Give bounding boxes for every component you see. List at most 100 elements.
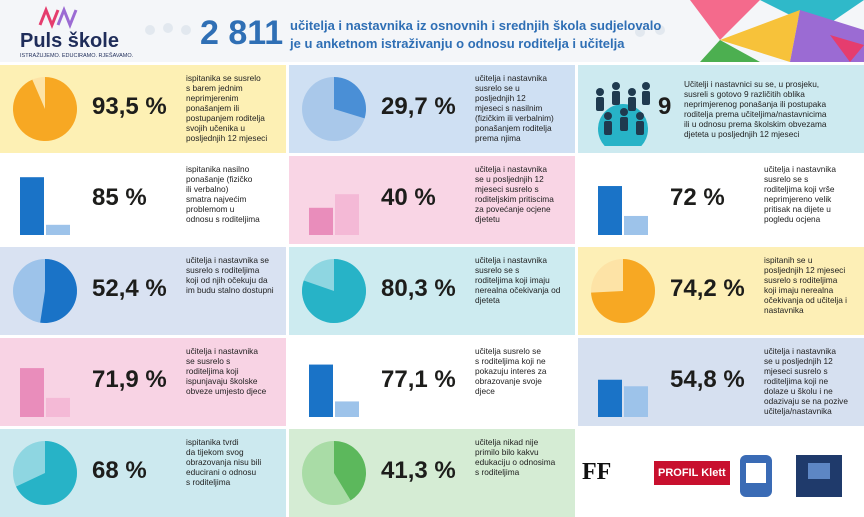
person-head <box>620 108 628 116</box>
person-head <box>636 112 644 120</box>
headline-line: učitelja i nastavnika iz osnovnih i sred… <box>290 18 662 33</box>
stat-cell: 77,1 % učitelja susrelo se s roditeljima k… <box>289 338 575 426</box>
description-line: roditelja prema učiteljima/nastavnicima <box>684 109 827 119</box>
description-line: djeteta <box>475 295 500 305</box>
description-line: djeteta u posljednjih 12 mjeseci <box>684 129 800 139</box>
description-line: se susrelo s <box>186 356 231 366</box>
description-line: educirani o odnosu <box>186 467 257 477</box>
stat-cell: 74,2 % ispitanih se u posljednjih 12 mjese… <box>578 247 864 335</box>
stat-cell: 52,4 % učitelja i nastavnika se susrelo s … <box>0 247 286 335</box>
description-line: problemom u <box>186 204 235 214</box>
mini-chart <box>596 82 650 146</box>
logo-text: Klett <box>701 467 726 479</box>
description-line: učitelja i nastavnika se <box>186 255 270 265</box>
logo-profil: PROFIL Klett <box>654 461 730 485</box>
bar <box>309 364 333 417</box>
stat-description: učitelja i nastavnika se u posljednjih 12… <box>475 164 554 224</box>
description-line: očekivanja od učitelja i <box>764 295 848 305</box>
description-line: učitelja i nastavnika <box>764 164 836 174</box>
description-line: odnosu s roditeljima <box>186 214 260 224</box>
mini-chart <box>20 368 70 417</box>
headline-number: 2 811 <box>200 14 284 52</box>
stat-description: učitelja i nastavnika se susrelo s roditel… <box>186 346 266 396</box>
description-line: s barem jednim <box>186 83 243 93</box>
stat-cell: 9 Učitelji i nastavnici su se, u prosjeku… <box>578 65 864 153</box>
person-head <box>612 82 620 90</box>
description-line: pokazuju interes za <box>475 366 547 376</box>
description-line: dolaze u školu i ne <box>764 386 833 396</box>
description-line: ispitanika tvrdi <box>186 437 239 447</box>
description-line: prema njima <box>475 133 521 143</box>
stat-value: 80,3 % <box>381 275 456 302</box>
description-line: susreli s gotovo 9 različitih oblika <box>684 89 805 99</box>
stat-description: ispitanika nasilno ponašanje (fizičko ili … <box>186 164 260 224</box>
stat-description: učitelja nikad nije primilo bilo kakvu edu… <box>475 437 555 477</box>
description-line: ponašanje (fizičko <box>186 174 253 184</box>
description-line: obrazovanja nisu bili <box>186 457 262 467</box>
stat-description: ispitanih se u posljednjih 12 mjeseci susr… <box>764 255 847 315</box>
description-line: učitelja i nastavnika <box>475 73 547 83</box>
mini-chart <box>12 77 77 141</box>
person-body <box>620 117 628 131</box>
description-line: postupanjem roditelja <box>186 113 265 123</box>
logo-text: PROFIL <box>658 467 699 479</box>
description-line: pogledu ocjena <box>764 214 821 224</box>
headline-line: je u anketnom istraživanju o odnosu rodi… <box>290 36 625 51</box>
description-line: posljednjih 12 <box>475 93 526 103</box>
person-head <box>596 88 604 96</box>
pie-slice <box>334 77 366 119</box>
description-line: ponašanjem ili <box>186 103 240 113</box>
pie-slice <box>12 77 77 141</box>
description-line: neprimjerenog ponašanja ili postupaka <box>684 99 827 109</box>
description-line: ispitanih se u <box>764 255 813 265</box>
description-line: edukaciju o odnosima <box>475 457 556 467</box>
pie-slice <box>591 259 655 323</box>
person-body <box>604 121 612 135</box>
person-head <box>628 88 636 96</box>
mini-chart <box>309 194 359 235</box>
stat-description: ispitanika se susrelo s barem jednim nepri… <box>186 73 267 143</box>
stat-description: Učitelji i nastavnici su se, u prosjeku,… <box>684 79 827 139</box>
description-line: posljednjih 12 mjeseci <box>186 133 268 143</box>
description-line: posljednjih 12 mjeseci <box>764 265 846 275</box>
mini-chart <box>598 186 648 235</box>
description-line: obveze umjesto djece <box>186 386 267 396</box>
stat-cell: 68 % ispitanika tvrdi da tijekom svog obraz… <box>0 429 286 517</box>
mini-chart <box>20 177 70 235</box>
header-decor <box>38 0 864 62</box>
stat-value: 68 % <box>92 457 147 484</box>
description-line: učitelja nikad nije <box>475 437 539 447</box>
description-line: mjeseci susrelo s <box>475 184 539 194</box>
stat-cell: 93,5 % ispitanika se susrelo s barem jedni… <box>0 65 286 153</box>
description-line: učitelja i nastavnika <box>475 164 547 174</box>
description-line: mjeseci susrelo s <box>764 366 828 376</box>
description-line: mjeseci s nasilnim <box>475 103 543 113</box>
logo-mark <box>38 5 78 30</box>
description-line: susrelo s roditeljima <box>764 275 838 285</box>
description-line: se u posljednjih 12 <box>475 174 544 184</box>
header: Puls škole ISTRAŽUJEMO. EDUCIRAMO. RJEŠA… <box>0 0 864 62</box>
pie-slice <box>40 259 77 323</box>
bar <box>20 368 44 417</box>
stat-cell: 40 % učitelja i nastavnika se u posljednji… <box>289 156 575 244</box>
stat-value: 77,1 % <box>381 366 456 393</box>
person-head <box>604 112 612 120</box>
bar <box>598 379 622 417</box>
stat-value: 72 % <box>670 184 725 211</box>
description-line: djetetu <box>475 214 500 224</box>
pie-slice <box>334 441 366 501</box>
mini-chart <box>302 259 366 323</box>
stat-value: 41,3 % <box>381 457 456 484</box>
mini-chart <box>13 441 78 505</box>
person-head <box>642 82 650 90</box>
stat-value: 74,2 % <box>670 275 745 302</box>
stat-value: 85 % <box>92 184 147 211</box>
stat-description: učitelja susrelo se s roditeljima koji ne… <box>475 346 547 396</box>
description-line: nastavnika <box>764 305 804 315</box>
description-line: koji imaju nerealna <box>764 285 834 295</box>
stat-value: 52,4 % <box>92 275 167 302</box>
description-line: s roditeljima <box>186 477 231 487</box>
